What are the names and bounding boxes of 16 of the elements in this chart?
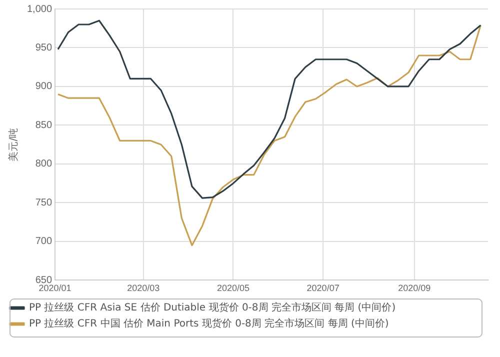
y-tick-label: 750 [35,197,52,208]
x-tick-label: 2020/07 [306,283,340,294]
y-tick-label: 900 [35,81,52,92]
y-tick-label: 700 [35,236,52,248]
x-tick-label: 2020/05 [216,283,250,294]
y-tick-label: 850 [35,120,52,131]
y-axis-title: 美元/吨 [8,128,20,162]
x-tick-label: 2020/03 [127,283,160,294]
legend-label: PP 拉丝级 CFR Asia SE 估价 Dutiable 现货价 0-8周 完全市场区间 每周 (中间价) [29,302,396,314]
y-tick-label: 950 [35,42,52,54]
y-tick-label: 1,000 [26,4,52,15]
y-tick-label: 650 [35,274,52,286]
x-tick-label: 2020/09 [398,283,431,294]
legend-label: PP 拉丝级 CFR 中国 估价 Main Ports 现货价 0-8周 完全市场区间 每周 (中间价) [29,318,389,330]
y-tick-label: 800 [35,158,52,170]
x-tick-label: 2020/01 [38,283,72,294]
